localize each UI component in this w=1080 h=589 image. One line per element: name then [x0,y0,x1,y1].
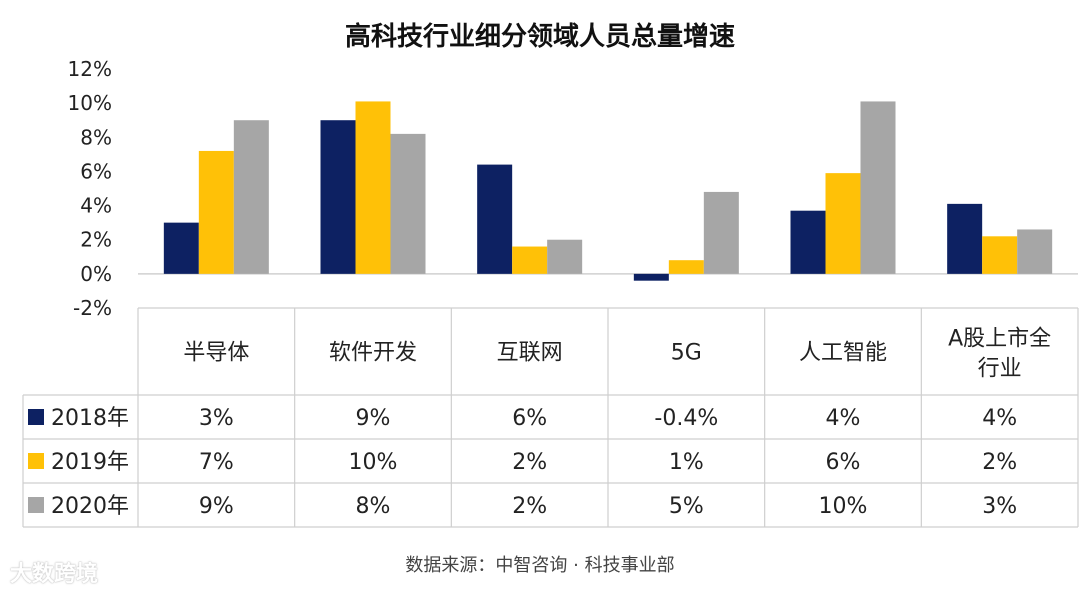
bar [355,101,391,274]
bar [320,120,356,274]
bar [703,191,739,274]
legend-label: 2019年 [51,450,129,475]
x-tick-label: 半导体 [183,341,249,366]
bar [1017,229,1053,274]
x-tick-label: 软件开发 [329,341,417,366]
bar [198,150,234,274]
data-label: 9% [199,494,234,519]
data-label: 10% [819,494,868,519]
data-label: 3% [199,406,234,431]
source-note: 数据来源：中智咨询 · 科技事业部 [405,555,675,576]
bar [233,120,269,274]
bar-plot [138,101,1078,281]
data-label: 7% [199,450,234,475]
bar [860,101,896,274]
data-label: 6% [512,406,547,431]
legend-label: 2020年 [51,494,129,519]
bar [477,164,513,274]
chart-title: 高科技行业细分领域人员总量增速 [344,22,735,52]
chart-area: -2% 0% 2% 4% 6% 8% 10% 12% 半导体 软件开发 互联网 5G 人工智能 A股上市… [22,57,1079,528]
x-tick-label: 行业 [978,357,1022,382]
data-label: 4% [982,406,1017,431]
x-tick-label: 5G [671,341,702,366]
y-tick-label: 4% [80,194,112,218]
data-label: 10% [349,450,398,475]
data-label: 8% [356,494,391,519]
legend-swatch [28,453,44,469]
bar [947,203,983,274]
bar [390,133,426,274]
bar [163,222,199,274]
data-label: 1% [669,450,704,475]
data-label: -0.4% [654,406,718,431]
data-label: 2% [982,450,1017,475]
bar [825,173,861,274]
x-tick-label: 人工智能 [799,341,887,366]
y-axis: -2% 0% 2% 4% 6% 8% 10% 12% [68,57,112,320]
bar [790,210,826,274]
y-tick-label: 10% [68,91,112,115]
data-label: 9% [356,406,391,431]
bar [512,246,548,274]
bar [982,236,1018,274]
y-tick-label: 2% [80,228,112,252]
data-label: 2% [512,450,547,475]
data-label: 6% [826,450,861,475]
y-tick-label: 12% [68,57,112,81]
data-label: 3% [982,494,1017,519]
legend-swatch [28,497,44,513]
watermark-logo: 大数跨境 [10,562,99,587]
legend-swatch [28,409,44,425]
y-tick-label: -2% [73,296,112,320]
data-label: 4% [826,406,861,431]
data-label: 5% [669,494,704,519]
y-tick-label: 6% [80,159,112,183]
y-tick-label: 0% [80,262,112,286]
x-tick-label: A股上市全 [948,327,1051,352]
legend-label: 2018年 [51,406,129,431]
bar [547,239,583,274]
y-tick-label: 8% [80,125,112,149]
data-label: 2% [512,494,547,519]
x-tick-label: 互联网 [497,341,563,366]
bar [668,260,704,274]
bar [633,273,669,281]
